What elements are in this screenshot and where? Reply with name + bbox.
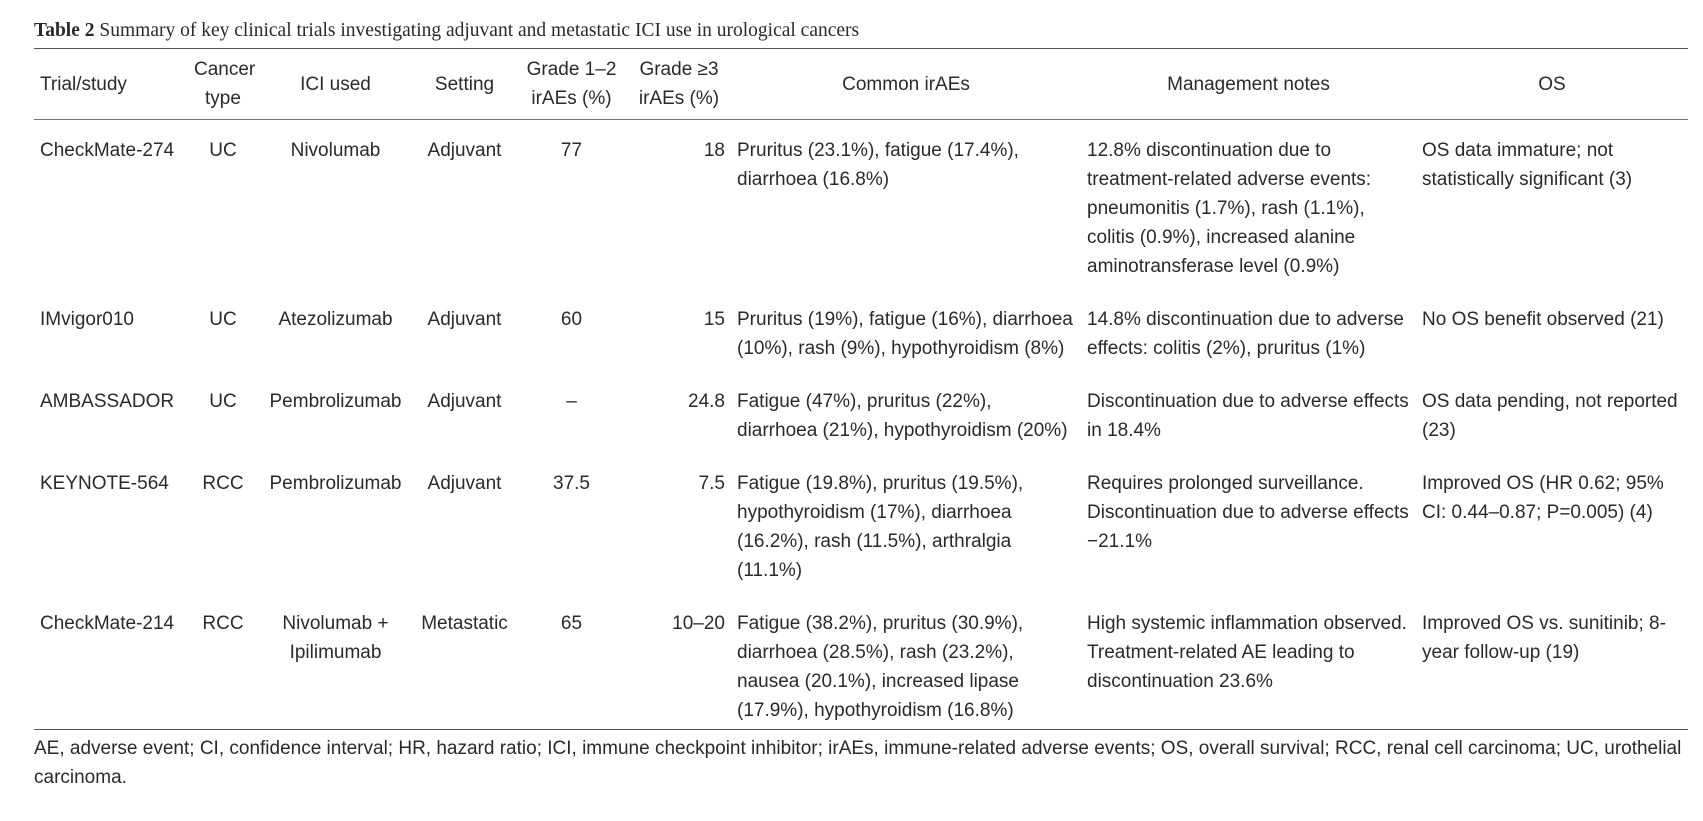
cell-grade-1-2: – [566,391,577,412]
header-management-notes: Management notes [1167,73,1330,95]
cell-grade-3: 10–20 [672,613,725,634]
cell-trial: AMBASSADOR [40,391,175,412]
cell-cancer-type: UC [209,309,237,330]
cell-management-notes: 14.8% discontinuation due to adverse eff… [1087,309,1404,359]
cell-grade-3: 18 [703,140,725,161]
table-row: CheckMate-274 UC Nivolumab Adjuvant 77 1… [34,120,1688,294]
table-container: Table 2 Summary of key clinical trials i… [34,16,1688,792]
cell-setting: Adjuvant [427,473,502,494]
cell-cancer-type: RCC [202,613,244,634]
cell-os: OS data immature; not statistically sign… [1422,140,1633,190]
header-common-iraes: Common irAEs [842,73,970,95]
table-row: AMBASSADOR UC Pembrolizumab Adjuvant – 2… [34,375,1688,457]
header-setting: Setting [434,73,495,95]
header-grade-1-2: Grade 1–2 irAEs (%) [526,59,617,109]
cell-ici-used: Pembrolizumab [269,391,402,412]
header-trial: Trial/study [40,73,127,95]
cell-grade-1-2: 65 [560,613,583,634]
cell-cancer-type: UC [209,391,237,412]
table-label: Table 2 [34,20,95,41]
cell-management-notes: 12.8% discontinuation due to treatment-r… [1087,140,1372,277]
header-row: Trial/study Cancer type ICI used Setting… [34,49,1688,120]
header-grade-3: Grade ≥3 irAEs (%) [638,59,720,109]
header-cancer-type: Cancer type [194,59,256,109]
header-os: OS [1538,73,1566,95]
cell-management-notes: Discontinuation due to adverse effects i… [1087,391,1409,441]
table-row: KEYNOTE-564 RCC Pembrolizumab Adjuvant 3… [34,457,1688,597]
cell-os: Improved OS (HR 0.62; 95% CI: 0.44–0.87;… [1422,473,1664,523]
cell-ici-used: Nivolumab [290,140,381,161]
cell-ici-used: Nivolumab + Ipilimumab [282,613,389,663]
trials-table: Trial/study Cancer type ICI used Setting… [34,49,1688,730]
cell-trial: CheckMate-274 [40,140,175,161]
cell-grade-3: 15 [703,309,725,330]
cell-common-iraes: Pruritus (19%), fatigue (16%), diarrhoea… [737,309,1073,359]
table-row: IMvigor010 UC Atezolizumab Adjuvant 60 1… [34,293,1688,375]
cell-os: No OS benefit observed (21) [1422,309,1664,330]
table-row: CheckMate-214 RCC Nivolumab + Ipilimumab… [34,597,1688,730]
cell-common-iraes: Fatigue (19.8%), pruritus (19.5%), hypot… [737,473,1024,581]
cell-common-iraes: Pruritus (23.1%), fatigue (17.4%), diarr… [737,140,1019,190]
cell-cancer-type: UC [209,140,237,161]
cell-os: Improved OS vs. sunitinib; 8-year follow… [1422,613,1666,663]
cell-cancer-type: RCC [202,473,244,494]
cell-common-iraes: Fatigue (38.2%), pruritus (30.9%), diarr… [737,613,1024,721]
cell-grade-3: 7.5 [698,473,725,494]
cell-ici-used: Pembrolizumab [269,473,402,494]
cell-setting: Adjuvant [427,140,502,161]
cell-setting: Adjuvant [427,391,502,412]
cell-management-notes: High systemic inflammation observed. Tre… [1087,613,1407,692]
table-caption: Table 2 Summary of key clinical trials i… [34,16,1688,49]
table-title: Summary of key clinical trials investiga… [94,20,860,41]
cell-trial: KEYNOTE-564 [40,473,169,494]
cell-grade-1-2: 77 [560,140,583,161]
cell-trial: IMvigor010 [40,309,134,330]
cell-os: OS data pending, not reported (23) [1422,391,1678,441]
cell-management-notes: Requires prolonged surveillance. Discont… [1087,473,1409,552]
cell-grade-1-2: 60 [560,309,583,330]
cell-ici-used: Atezolizumab [278,309,393,330]
header-ici-used: ICI used [300,73,371,95]
cell-setting: Adjuvant [427,309,502,330]
cell-common-iraes: Fatigue (47%), pruritus (22%), diarrhoea… [737,391,1068,441]
table-footnote: AE, adverse event; CI, confidence interv… [34,738,1682,788]
cell-trial: CheckMate-214 [40,613,175,634]
cell-setting: Metastatic [421,613,508,634]
cell-grade-3: 24.8 [688,391,725,412]
cell-grade-1-2: 37.5 [553,473,590,494]
